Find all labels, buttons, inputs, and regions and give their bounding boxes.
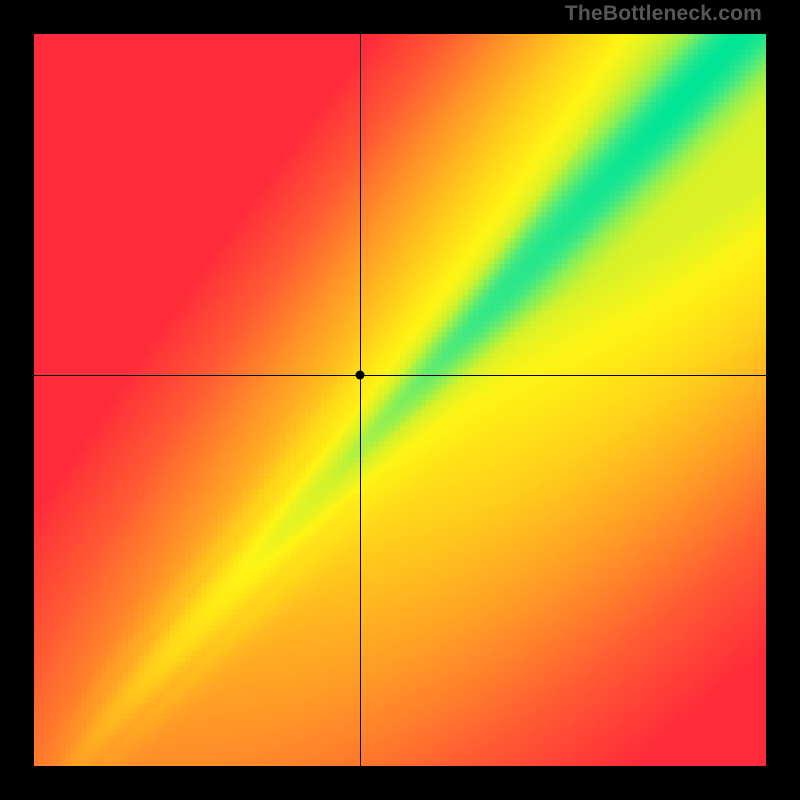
bottleneck-heatmap — [34, 34, 766, 766]
chart-container: { "chart": { "type": "heatmap", "attribu… — [0, 0, 800, 800]
crosshair-horizontal-line — [34, 375, 766, 376]
crosshair-vertical-line — [360, 34, 361, 766]
crosshair-marker — [356, 371, 365, 380]
attribution-text: TheBottleneck.com — [565, 2, 762, 26]
